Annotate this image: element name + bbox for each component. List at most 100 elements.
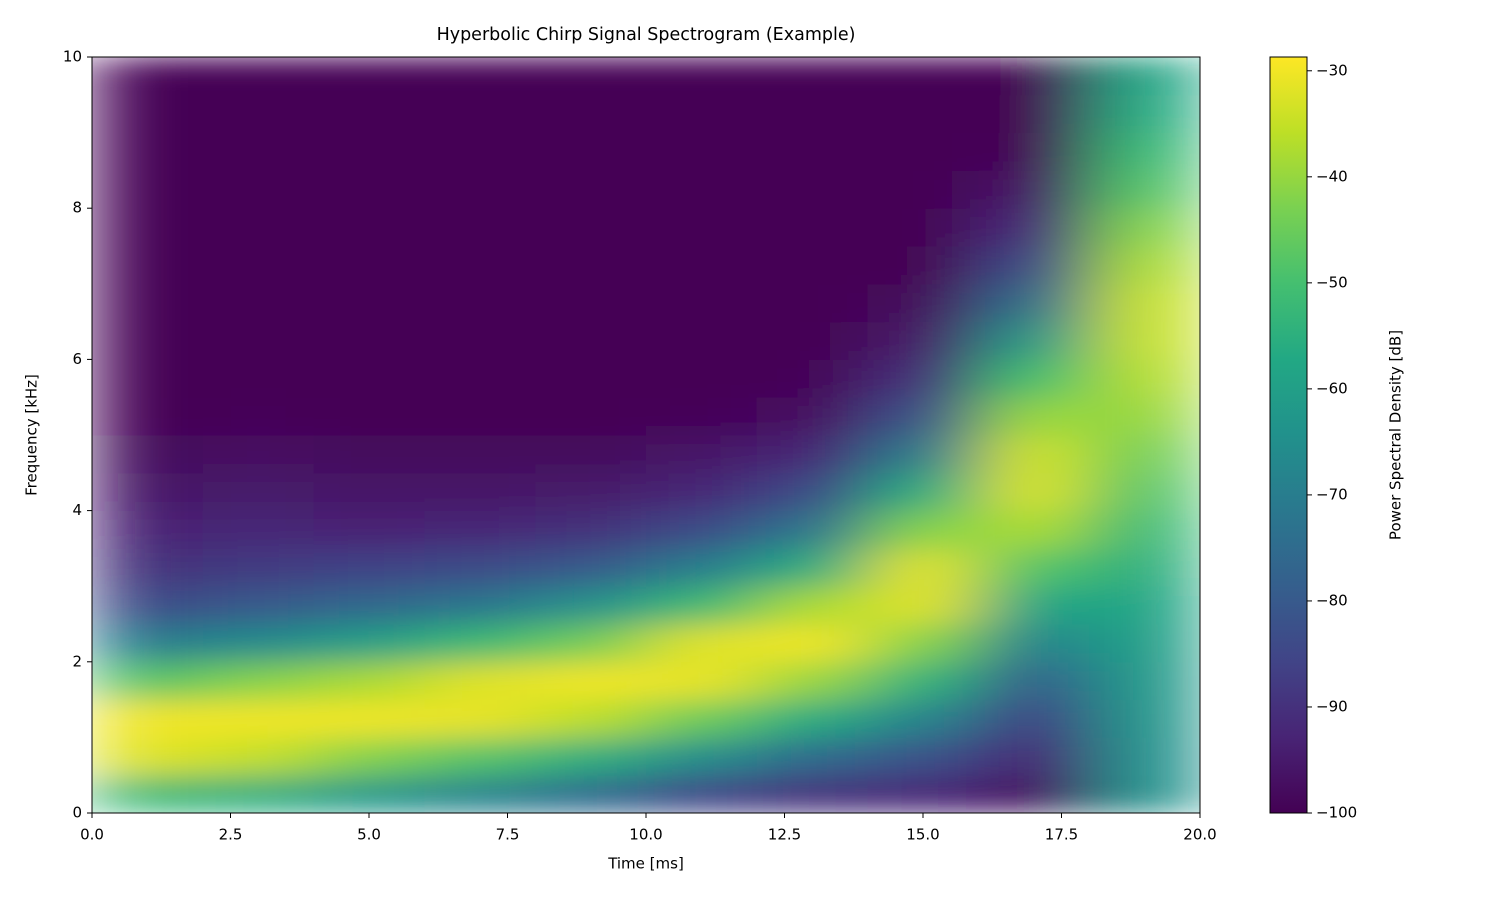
heatmap-cell (535, 246, 647, 285)
heatmap-cell (313, 548, 425, 587)
heatmap-cell (313, 624, 425, 663)
heatmap-cell (1089, 283, 1200, 323)
x-tick-label: 15.0 (906, 826, 939, 844)
heatmap-cell (978, 208, 1090, 247)
heatmap-cell (978, 661, 1090, 701)
heatmap-cell (1089, 510, 1200, 549)
heatmap-cell (535, 397, 647, 436)
heatmap-cell (756, 359, 869, 398)
heatmap-cell (202, 57, 315, 96)
heatmap-cell (646, 775, 758, 813)
heatmap-cell (424, 170, 536, 209)
heatmap-cell (92, 283, 204, 323)
heatmap-cell (313, 57, 425, 96)
heatmap-cell (92, 699, 204, 738)
heatmap-cell (92, 397, 204, 436)
heatmap-cell (756, 737, 869, 776)
heatmap-cell (1089, 359, 1200, 398)
heatmap-cell (646, 472, 758, 512)
heatmap-cell (535, 699, 647, 738)
heatmap-cell (867, 435, 979, 474)
heatmap-cell (1089, 737, 1200, 776)
heatmap-cell (1089, 586, 1200, 625)
heatmap-cell (646, 132, 758, 171)
heatmap-cell (756, 586, 869, 625)
colorbar-label: Power Spectral Density [dB] (1387, 330, 1405, 540)
heatmap-cell (867, 132, 979, 171)
heatmap-cell (646, 359, 758, 398)
heatmap-cell (92, 132, 204, 171)
heatmap-cell (202, 699, 315, 738)
heatmap-cell (424, 246, 536, 285)
heatmap-cell (535, 472, 647, 512)
heatmap-cell (978, 57, 1090, 96)
colorbar-tick-label: −30 (1316, 61, 1348, 79)
heatmap-cell (535, 586, 647, 625)
heatmap-cell (756, 548, 869, 587)
x-axis-label: Time [ms] (607, 855, 684, 873)
colorbar-tick-label: −90 (1316, 697, 1348, 715)
heatmap-cell (202, 246, 315, 285)
x-tick-label: 20.0 (1183, 826, 1216, 844)
heatmap-cell (424, 699, 536, 738)
heatmap-cell (756, 435, 869, 474)
heatmap-cell (646, 246, 758, 285)
heatmap-cell (535, 624, 647, 663)
heatmap-cell (867, 321, 979, 360)
heatmap-cell (313, 435, 425, 474)
heatmap-cell (867, 699, 979, 738)
heatmap-cell (92, 472, 204, 512)
heatmap-cell (535, 170, 647, 209)
heatmap-cell (978, 737, 1090, 776)
heatmap-cell (978, 321, 1090, 360)
heatmap-cell (978, 246, 1090, 285)
heatmap-cell (424, 548, 536, 587)
heatmap-cell (756, 170, 869, 209)
heatmap-cell (92, 586, 204, 625)
y-tick-label: 8 (72, 199, 82, 217)
x-tick-label: 2.5 (219, 826, 243, 844)
heatmap-cell (756, 397, 869, 436)
heatmap-cell (202, 208, 315, 247)
heatmap-cell (756, 57, 869, 96)
y-tick-label: 2 (72, 652, 82, 670)
heatmap-cell (1089, 132, 1200, 171)
heatmap-cell (92, 94, 204, 134)
colorbar-tick-label: −80 (1316, 591, 1348, 609)
heatmap-cell (535, 737, 647, 776)
heatmap-cell (978, 510, 1090, 549)
heatmap-cell (92, 170, 204, 209)
heatmap-cell (313, 170, 425, 209)
heatmap-cell (978, 94, 1090, 134)
heatmap-cell (756, 661, 869, 701)
heatmap-cell (867, 586, 979, 625)
heatmap-cell (756, 775, 869, 813)
heatmap-cell (1089, 548, 1200, 587)
heatmap-cell (646, 661, 758, 701)
heatmap-cell (92, 359, 204, 398)
heatmap-cell (646, 510, 758, 549)
heatmap-cell (202, 661, 315, 701)
colorbar-tick-label: −50 (1316, 273, 1348, 291)
heatmap-cell (92, 435, 204, 474)
heatmap-cell (1089, 208, 1200, 247)
heatmap-cell (1089, 57, 1200, 96)
heatmap-cell (867, 661, 979, 701)
heatmap-cell (313, 472, 425, 512)
heatmap-cell (1089, 624, 1200, 663)
heatmap-cell (313, 246, 425, 285)
heatmap-cell (867, 472, 979, 512)
heatmap-cell (424, 57, 536, 96)
heatmap-cell (92, 321, 204, 360)
heatmap-cell (424, 775, 536, 813)
heatmap-cell (313, 283, 425, 323)
colorbar-tick-label: −70 (1316, 485, 1348, 503)
colorbar-tick-label: −40 (1316, 167, 1348, 185)
heatmap-cell (646, 435, 758, 474)
heatmap-cell (978, 548, 1090, 587)
heatmap-cell (978, 397, 1090, 436)
heatmap-cell (756, 472, 869, 512)
heatmap-cell (535, 548, 647, 587)
heatmap-cell (978, 624, 1090, 663)
